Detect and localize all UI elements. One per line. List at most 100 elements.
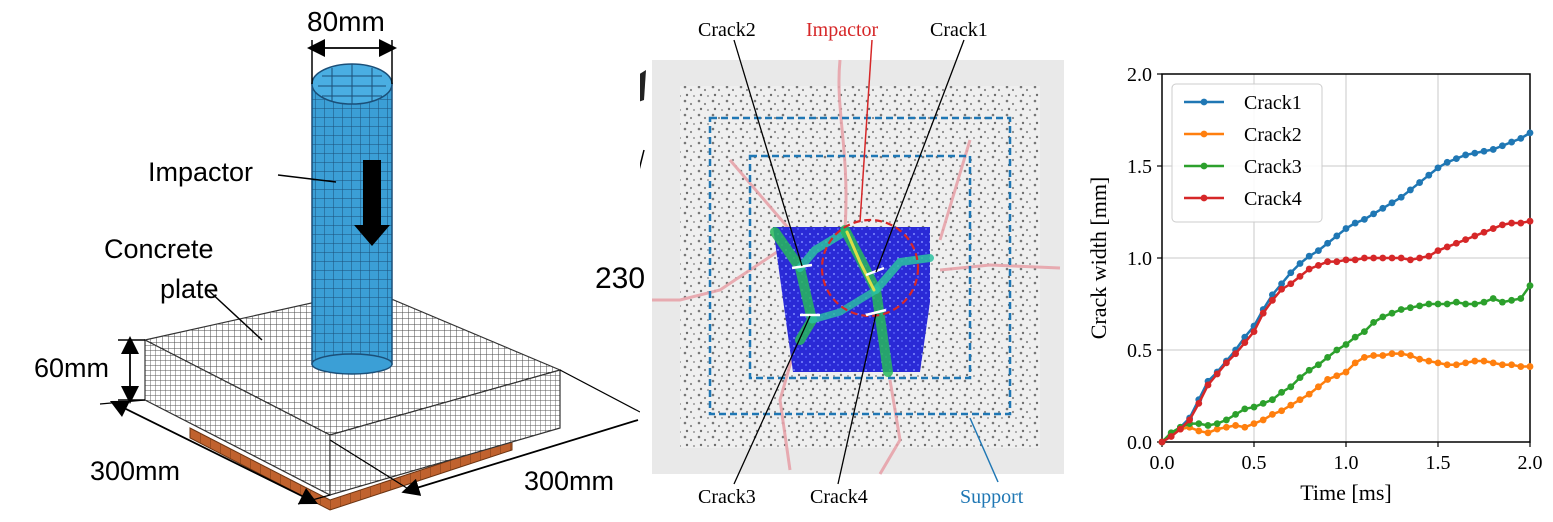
data-point-crack1 bbox=[1296, 260, 1304, 267]
experiment-photo bbox=[640, 39, 1064, 485]
data-point-crack3 bbox=[1259, 399, 1267, 407]
dim-300mm-left-line bbox=[109, 400, 319, 505]
data-point-crack1 bbox=[1453, 155, 1460, 163]
data-point-crack3 bbox=[1397, 306, 1405, 313]
data-point-crack2 bbox=[1250, 420, 1258, 427]
data-point-crack2 bbox=[1443, 361, 1451, 369]
y-tick-label: 1.0 bbox=[1127, 248, 1152, 270]
y-tick-label: 1.5 bbox=[1127, 156, 1152, 178]
data-point-crack3 bbox=[1342, 341, 1350, 348]
data-point-crack1 bbox=[1333, 232, 1341, 240]
dic-field bbox=[773, 227, 930, 372]
legend-label-crack2: Crack2 bbox=[1244, 124, 1302, 146]
data-point-crack3 bbox=[1250, 403, 1258, 411]
data-point-crack2 bbox=[1407, 352, 1414, 359]
data-point-crack3 bbox=[1425, 300, 1433, 308]
data-point-crack3 bbox=[1480, 298, 1488, 306]
data-point-crack3 bbox=[1361, 328, 1368, 335]
data-point-crack4 bbox=[1361, 254, 1368, 262]
data-point-crack4 bbox=[1278, 285, 1285, 293]
y-tick-label: 0.5 bbox=[1127, 340, 1152, 362]
y-tick-label: 0.0 bbox=[1127, 432, 1152, 454]
legend-label-crack3: Crack3 bbox=[1244, 156, 1302, 178]
data-point-crack2 bbox=[1388, 350, 1396, 358]
data-point-crack1 bbox=[1370, 210, 1377, 218]
data-point-crack2 bbox=[1416, 355, 1423, 363]
legend-label-crack4: Crack4 bbox=[1244, 188, 1302, 210]
data-point-crack3 bbox=[1287, 383, 1295, 391]
data-point-crack1 bbox=[1388, 199, 1396, 207]
data-point-crack3 bbox=[1324, 353, 1331, 361]
data-point-crack2 bbox=[1324, 376, 1331, 383]
dim-height-label: 60mm bbox=[34, 353, 110, 383]
impactor-photo-label: Impactor bbox=[806, 19, 879, 41]
data-point-crack1 bbox=[1425, 171, 1433, 179]
data-point-crack4 bbox=[1195, 399, 1203, 407]
data-point-crack4 bbox=[1342, 256, 1350, 264]
y-axis-label: Crack width [mm] bbox=[1086, 177, 1111, 340]
data-point-crack2 bbox=[1489, 359, 1497, 367]
data-point-crack3 bbox=[1407, 304, 1414, 312]
data-point-crack3 bbox=[1379, 313, 1387, 321]
data-point-crack2 bbox=[1370, 352, 1377, 359]
data-point-crack2 bbox=[1213, 425, 1221, 433]
data-point-crack4 bbox=[1287, 280, 1295, 288]
data-point-crack1 bbox=[1508, 138, 1515, 146]
data-point-crack1 bbox=[1517, 135, 1525, 142]
crack3-label: Crack3 bbox=[698, 486, 756, 508]
data-point-crack3 bbox=[1508, 296, 1515, 304]
x-ticks: 0.0 0.5 1.0 1.5 2.0 bbox=[1150, 442, 1543, 474]
data-point-crack4 bbox=[1204, 381, 1212, 389]
data-point-crack4 bbox=[1425, 252, 1433, 260]
data-point-crack2 bbox=[1351, 359, 1359, 367]
data-point-crack4 bbox=[1489, 225, 1497, 232]
data-point-crack4 bbox=[1462, 236, 1469, 244]
legend-label-crack1: Crack1 bbox=[1244, 92, 1302, 114]
data-point-crack2 bbox=[1259, 416, 1267, 424]
data-point-crack4 bbox=[1315, 261, 1322, 269]
data-point-crack2 bbox=[1305, 390, 1313, 398]
data-point-crack3 bbox=[1351, 333, 1359, 341]
data-point-crack4 bbox=[1177, 425, 1184, 433]
data-point-crack1 bbox=[1278, 280, 1285, 288]
legend-marker-crack3 bbox=[1200, 162, 1208, 170]
data-point-crack3 bbox=[1471, 300, 1479, 308]
data-point-crack3 bbox=[1213, 420, 1221, 427]
label-leaders bbox=[733, 39, 965, 485]
dim-300mm-right-line bbox=[401, 419, 639, 496]
data-point-crack2 bbox=[1278, 407, 1285, 415]
data-point-crack2 bbox=[1333, 372, 1341, 380]
data-point-crack4 bbox=[1296, 273, 1304, 280]
data-point-crack1 bbox=[1342, 225, 1350, 232]
data-point-crack4 bbox=[1232, 350, 1239, 358]
data-point-crack2 bbox=[1526, 363, 1534, 370]
data-point-crack2 bbox=[1480, 357, 1488, 365]
data-point-crack3 bbox=[1453, 298, 1460, 306]
crack-gauge-markers bbox=[791, 263, 887, 317]
x-tick-label: 1.0 bbox=[1334, 452, 1359, 474]
data-point-crack1 bbox=[1480, 147, 1488, 155]
data-point-crack2 bbox=[1195, 427, 1203, 435]
data-point-crack2 bbox=[1517, 363, 1525, 370]
plate-label-line2: plate bbox=[160, 274, 219, 304]
fe-model-drawing bbox=[99, 39, 640, 511]
series-lines bbox=[1158, 129, 1534, 446]
crack2-label: Crack2 bbox=[698, 19, 756, 41]
impactor-footprint bbox=[820, 218, 920, 318]
crack4-label: Crack4 bbox=[810, 486, 868, 508]
data-point-crack4 bbox=[1508, 219, 1515, 227]
x-tick-label: 2.0 bbox=[1518, 452, 1543, 474]
data-point-crack2 bbox=[1342, 368, 1350, 376]
data-point-crack1 bbox=[1443, 158, 1451, 166]
data-point-crack2 bbox=[1508, 361, 1515, 369]
plate-label-line1: Concrete bbox=[104, 234, 214, 264]
data-point-crack3 bbox=[1499, 298, 1506, 306]
data-point-crack1 bbox=[1324, 239, 1331, 247]
data-point-crack3 bbox=[1489, 295, 1497, 302]
data-point-crack1 bbox=[1434, 164, 1442, 172]
data-point-crack2 bbox=[1379, 352, 1387, 359]
data-point-crack3 bbox=[1269, 396, 1276, 404]
x-tick-label: 0.5 bbox=[1242, 452, 1267, 474]
crack-width-chart: 0.0 0.5 1.0 1.5 2.0 0.00.51.01.52.0 Crack1Cr… bbox=[1086, 64, 1543, 505]
data-point-crack3 bbox=[1434, 300, 1442, 308]
